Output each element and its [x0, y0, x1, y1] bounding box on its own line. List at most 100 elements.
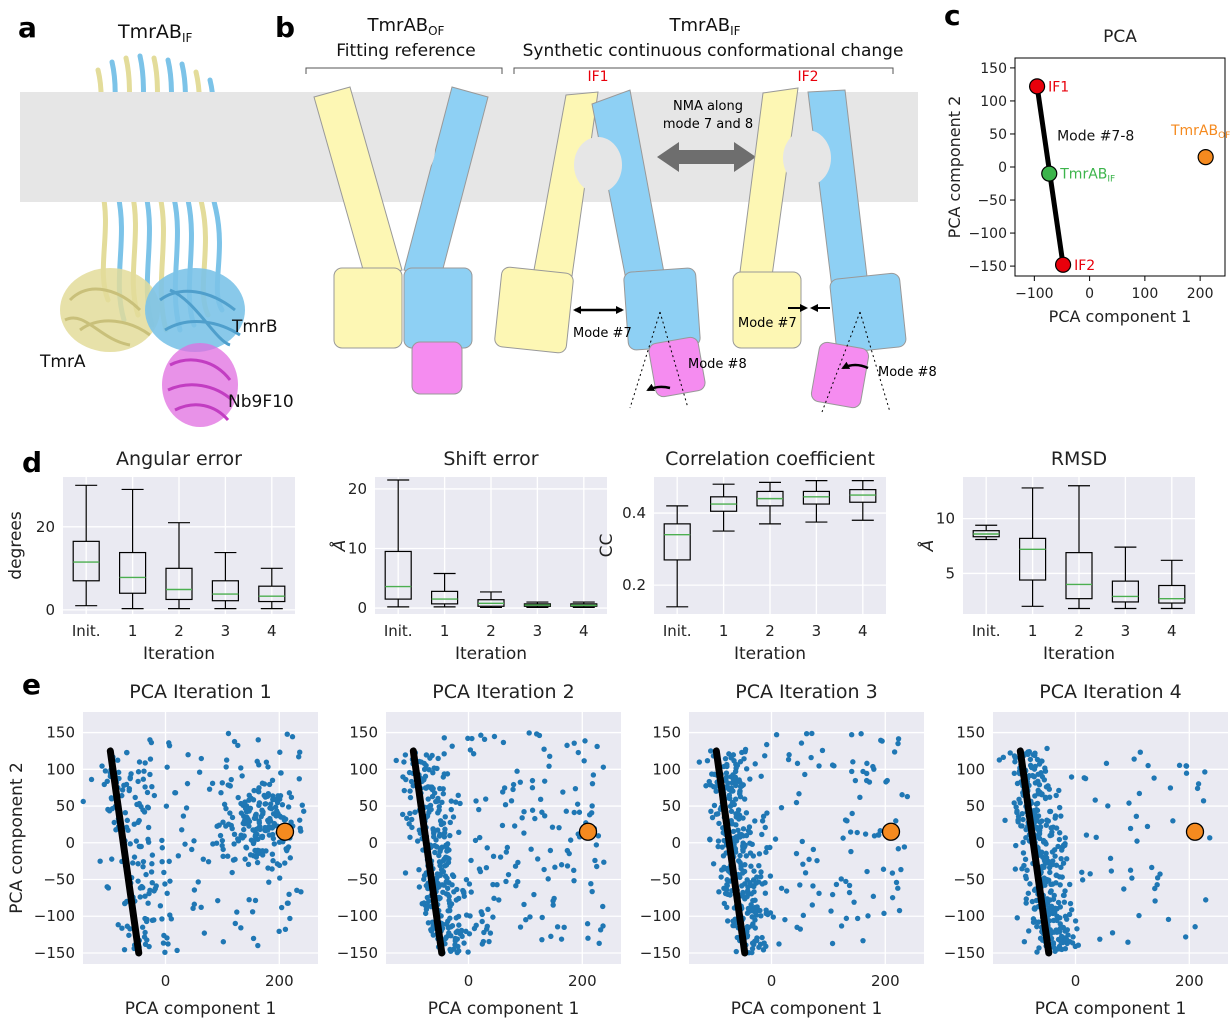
scatter-point: [135, 778, 141, 785]
scatter-point: [1033, 816, 1040, 822]
scatter-point: [1194, 785, 1201, 792]
scatter-point: [278, 770, 284, 776]
scatter-point: [101, 781, 107, 788]
y-tick-label: 150: [46, 724, 75, 742]
scatter-point: [472, 837, 479, 844]
x-axis-label: Iteration: [455, 644, 527, 664]
scatter-point: [838, 923, 845, 929]
scatter-point: [554, 924, 561, 930]
scatter-point: [444, 848, 450, 854]
scatter-point: [561, 924, 567, 931]
scatter-point: [1152, 898, 1158, 904]
scatter-point: [402, 752, 409, 758]
scatter-point: [428, 926, 434, 933]
scatter-point: [447, 907, 453, 914]
x-tick-label: Init.: [663, 622, 692, 640]
scatter-point: [1056, 836, 1063, 843]
scatter-point: [508, 798, 515, 804]
scatter-point: [247, 852, 254, 858]
scatter-point: [1125, 939, 1131, 945]
scatter-point: [114, 757, 121, 763]
scatter-point: [262, 824, 268, 831]
point-tmrab-if: [1041, 165, 1058, 182]
scatter-point: [770, 914, 776, 920]
scatter-point: [440, 774, 446, 780]
mode7-label-if1: Mode #7: [573, 326, 632, 341]
scatter-point: [1020, 850, 1027, 856]
scatter-point: [439, 799, 445, 806]
scatter-point: [428, 806, 434, 813]
scatter-point: [1133, 813, 1140, 820]
scatter-point: [737, 784, 744, 790]
scatter-point: [490, 881, 496, 888]
scatter-point: [536, 732, 543, 739]
scatter-point: [504, 844, 511, 851]
scatter-point: [1044, 896, 1050, 903]
scatter-point: [468, 857, 474, 864]
scatter-point: [219, 837, 226, 844]
scatter-point: [1011, 800, 1017, 806]
scatter-point: [127, 841, 133, 847]
y-tick-label: 50: [359, 797, 378, 815]
panel-letter-e: e: [22, 668, 41, 701]
scatter-point: [733, 838, 740, 844]
scatter-point: [572, 785, 579, 792]
scatter-point: [476, 806, 482, 813]
x-axis-label: Iteration: [143, 644, 215, 664]
y-tick-label: −150: [337, 944, 378, 962]
scatter-point: [539, 936, 545, 943]
scatter-point: [440, 791, 447, 797]
box-1: [709, 483, 738, 532]
scatter-point: [442, 935, 449, 942]
scatter-point: [135, 769, 142, 775]
scatter-point: [752, 761, 758, 767]
scatter-point: [459, 933, 465, 939]
scatter-point: [828, 908, 834, 914]
scatter-point: [764, 844, 770, 851]
scatter-point: [708, 808, 714, 815]
scatter-points: [80, 730, 307, 956]
scatter-point: [1072, 918, 1079, 924]
scatter-point: [601, 859, 607, 865]
scatter-point: [816, 763, 822, 769]
scatter-point: [728, 755, 734, 761]
scatter-point: [742, 861, 748, 868]
y-tick-label: 0: [45, 601, 55, 619]
scatter-point: [1033, 801, 1040, 807]
x-tick-label: 200: [265, 972, 294, 990]
pca-plot-c: PCA −100 0 100 200 150 100 50 0 −50 −100 −150 PCA co…: [945, 27, 1230, 326]
scatter-point: [88, 776, 95, 783]
scatter-point: [752, 909, 759, 915]
scatter-point: [412, 809, 418, 815]
scatter-point: [255, 826, 261, 832]
scatter-point: [149, 783, 155, 790]
scatter-point: [449, 743, 455, 749]
scatter-point: [1053, 792, 1059, 799]
scatter-point: [490, 914, 496, 920]
scatter-point: [1020, 839, 1026, 846]
scatter-point: [552, 864, 558, 870]
y-tick-label: −50: [953, 871, 985, 889]
x-tick-label: 2: [1074, 622, 1084, 640]
scatter-point: [142, 784, 148, 790]
scatter-point: [732, 849, 739, 855]
scatter-point: [479, 918, 485, 925]
scatter-point: [1014, 915, 1020, 921]
scatter-point: [696, 759, 703, 765]
scatter-point: [425, 903, 431, 909]
y-tick-label: 100: [652, 760, 681, 778]
scatter-point: [594, 863, 600, 870]
scatter-point: [1056, 787, 1062, 794]
scatter-point: [159, 858, 165, 865]
x-tick-label: 0: [1085, 286, 1094, 302]
x-tick-label: Init.: [384, 622, 413, 640]
scatter-point: [409, 824, 415, 831]
scatter-point: [852, 777, 859, 784]
scatter-point: [137, 894, 143, 900]
scatter-point: [851, 899, 857, 905]
scatter-point: [1052, 853, 1058, 859]
scatter-point: [229, 869, 235, 876]
scatter-point: [434, 844, 440, 850]
scatter-point: [238, 925, 244, 931]
scatter-point: [267, 815, 273, 822]
